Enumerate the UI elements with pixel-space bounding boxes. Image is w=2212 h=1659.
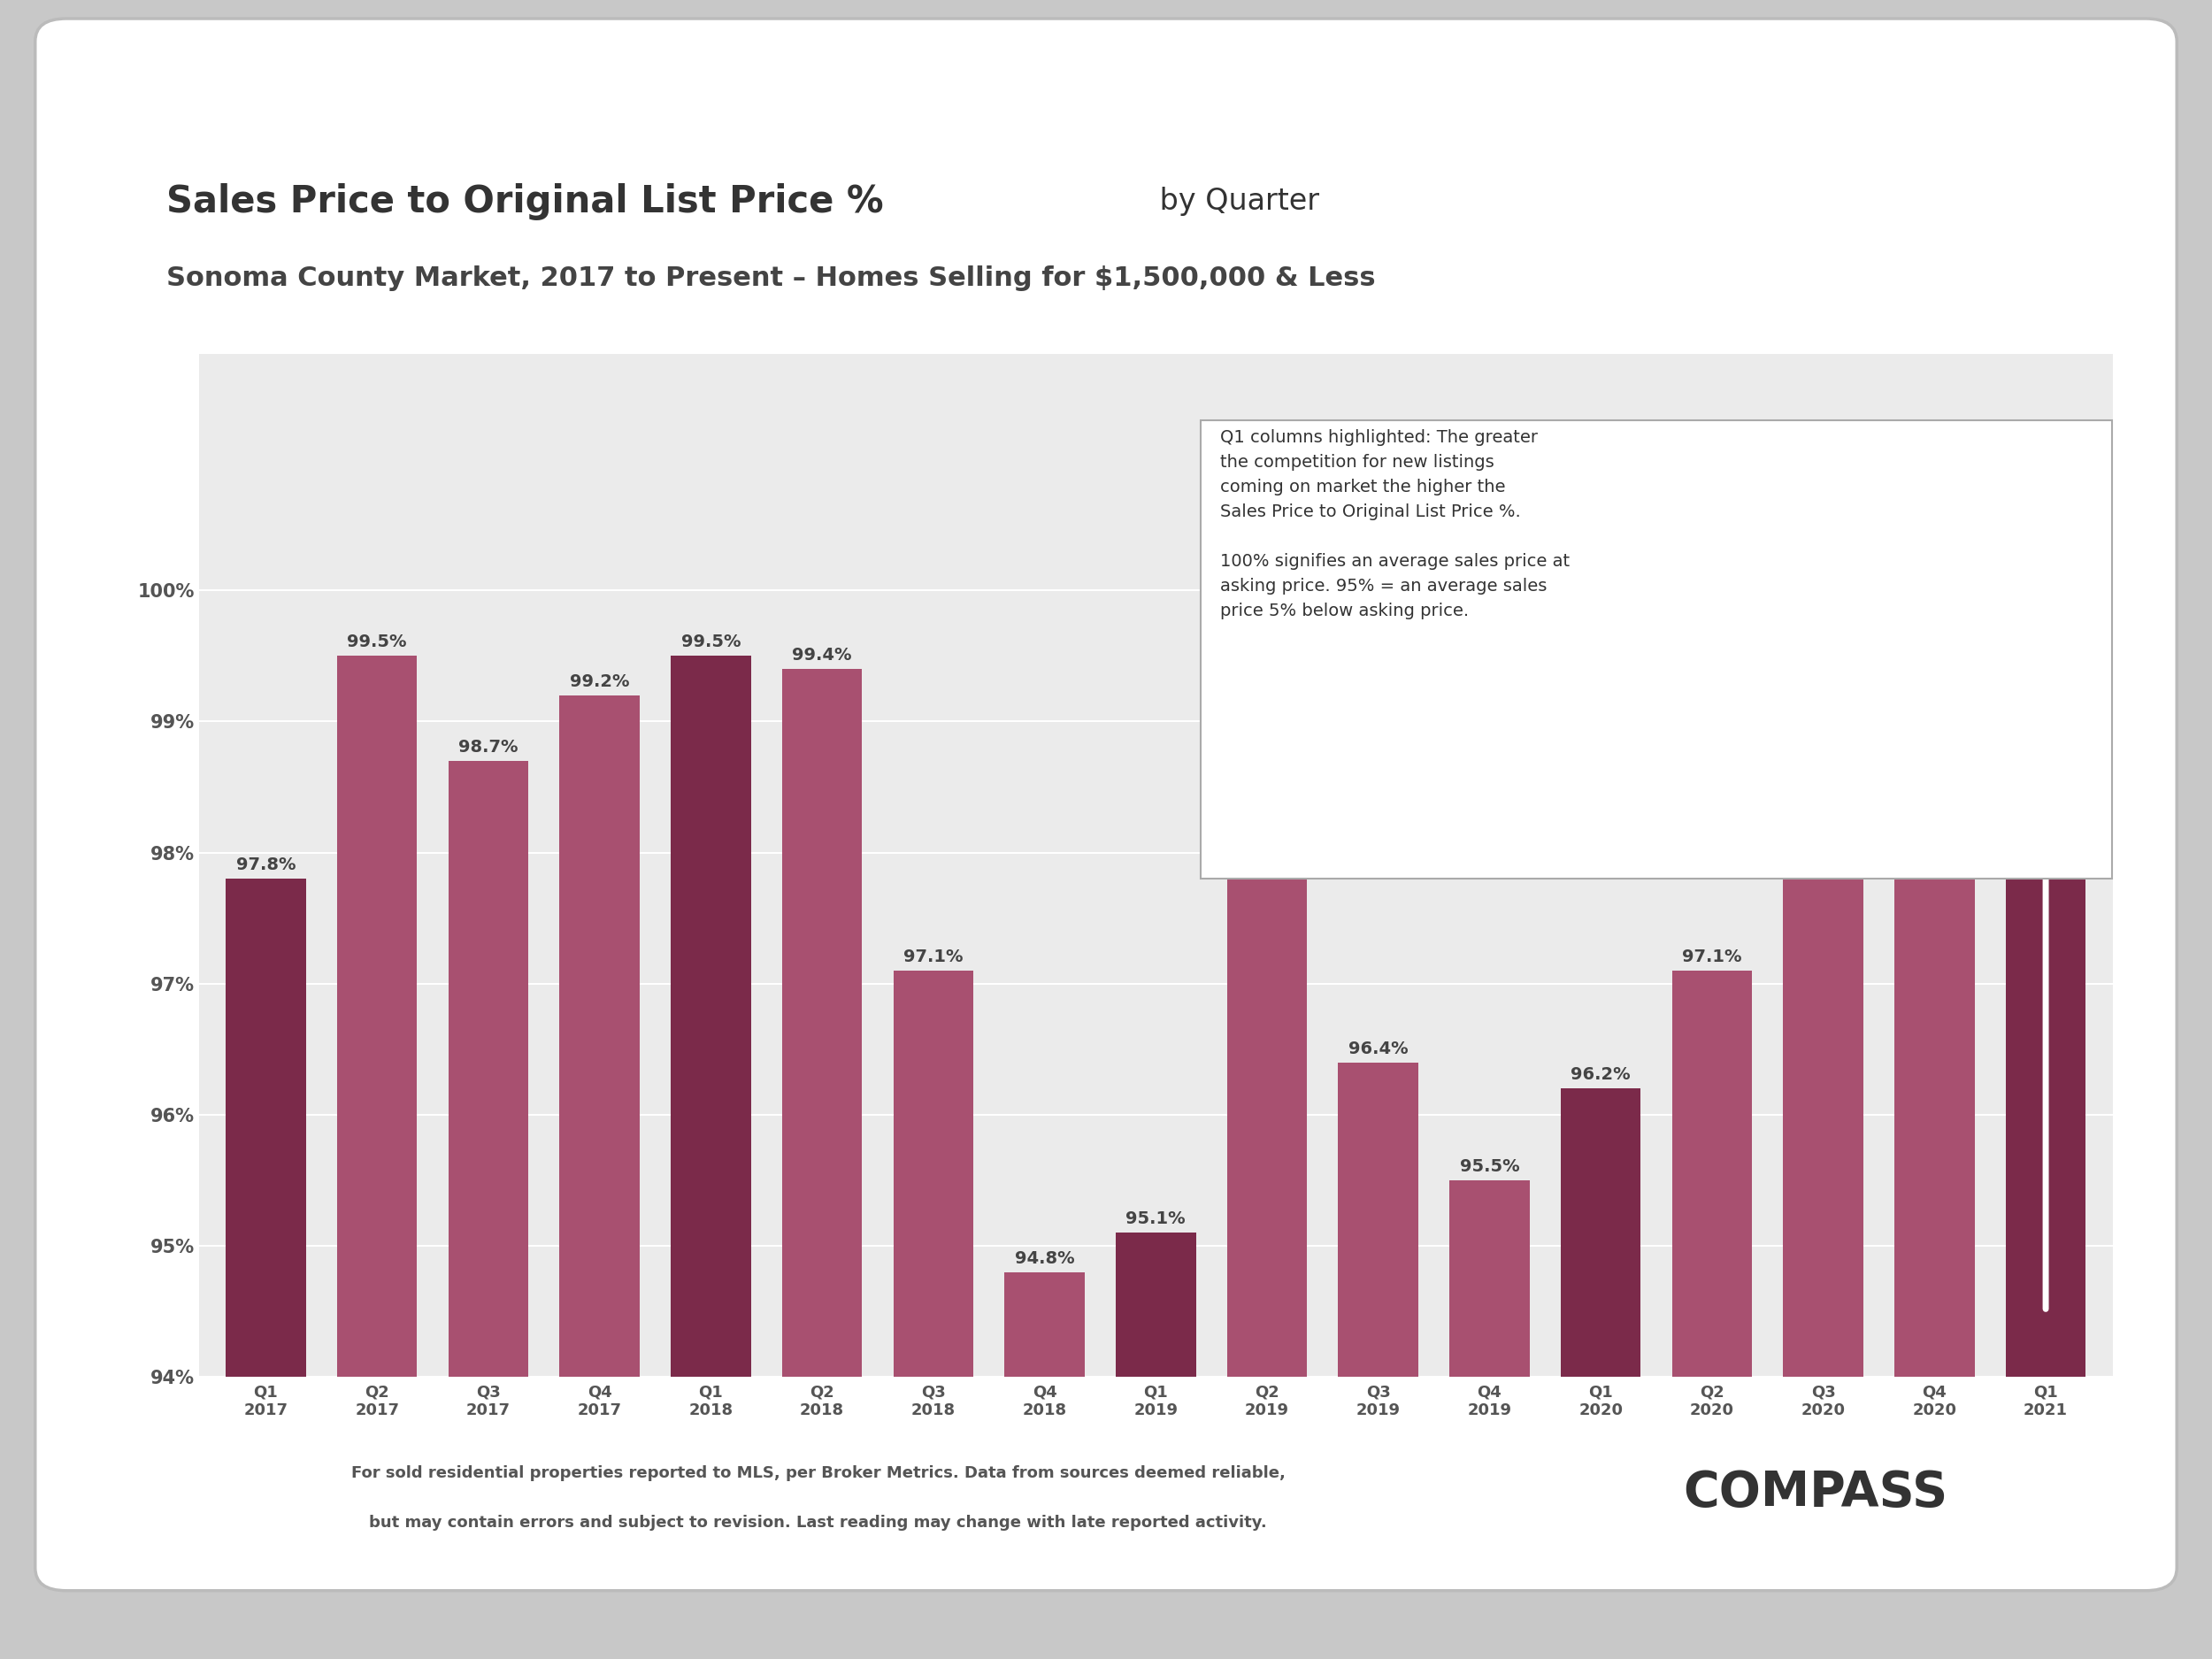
Text: 98.7%: 98.7% xyxy=(458,738,518,755)
Bar xyxy=(2006,564,2086,1377)
Bar xyxy=(783,669,863,1377)
Bar xyxy=(1449,1180,1528,1377)
Text: 94.8%: 94.8% xyxy=(1015,1249,1075,1267)
Bar xyxy=(1228,853,1307,1377)
Text: 99.8%: 99.8% xyxy=(1905,594,1964,611)
Bar xyxy=(894,971,973,1377)
Bar xyxy=(1893,617,1975,1377)
Bar xyxy=(1783,800,1863,1377)
Text: 100.2%: 100.2% xyxy=(2011,542,2081,559)
Bar xyxy=(1201,355,2112,879)
Bar xyxy=(1115,1233,1197,1377)
Text: COMPASS: COMPASS xyxy=(1683,1470,1949,1516)
Text: 99.5%: 99.5% xyxy=(347,634,407,650)
Text: 99.5%: 99.5% xyxy=(681,634,741,650)
Text: 98.4%: 98.4% xyxy=(1794,778,1854,795)
Text: Q1 columns highlighted: The greater
the competition for new listings
coming on m: Q1 columns highlighted: The greater the … xyxy=(1221,430,1571,619)
Text: 97.8%: 97.8% xyxy=(237,856,296,874)
Bar xyxy=(670,655,750,1377)
Text: 95.5%: 95.5% xyxy=(1460,1158,1520,1175)
Text: 97.1%: 97.1% xyxy=(1681,949,1741,966)
Text: 96.2%: 96.2% xyxy=(1571,1067,1630,1083)
Bar xyxy=(1004,1272,1084,1377)
Text: 96.4%: 96.4% xyxy=(1349,1040,1409,1057)
Text: 97.1%: 97.1% xyxy=(902,949,962,966)
Bar xyxy=(336,655,418,1377)
Text: by Quarter: by Quarter xyxy=(1150,187,1318,216)
Bar xyxy=(1562,1088,1641,1377)
Bar xyxy=(560,695,639,1377)
Text: For sold residential properties reported to MLS, per Broker Metrics. Data from s: For sold residential properties reported… xyxy=(352,1465,1285,1481)
Text: but may contain errors and subject to revision. Last reading may change with lat: but may contain errors and subject to re… xyxy=(369,1515,1267,1530)
Text: 99.2%: 99.2% xyxy=(571,674,630,690)
Text: 99.4%: 99.4% xyxy=(792,647,852,664)
Bar xyxy=(449,761,529,1377)
Bar xyxy=(1672,971,1752,1377)
Text: Sales Price to Original List Price %: Sales Price to Original List Price % xyxy=(166,182,883,221)
FancyBboxPatch shape xyxy=(35,18,2177,1591)
Bar xyxy=(1338,1062,1418,1377)
Text: 98.0%: 98.0% xyxy=(1237,831,1296,848)
Text: Sonoma County Market, 2017 to Present – Homes Selling for $1,500,000 & Less: Sonoma County Market, 2017 to Present – … xyxy=(166,265,1376,290)
Text: 95.1%: 95.1% xyxy=(1126,1211,1186,1228)
Bar xyxy=(226,879,305,1377)
FancyBboxPatch shape xyxy=(1201,420,2112,879)
